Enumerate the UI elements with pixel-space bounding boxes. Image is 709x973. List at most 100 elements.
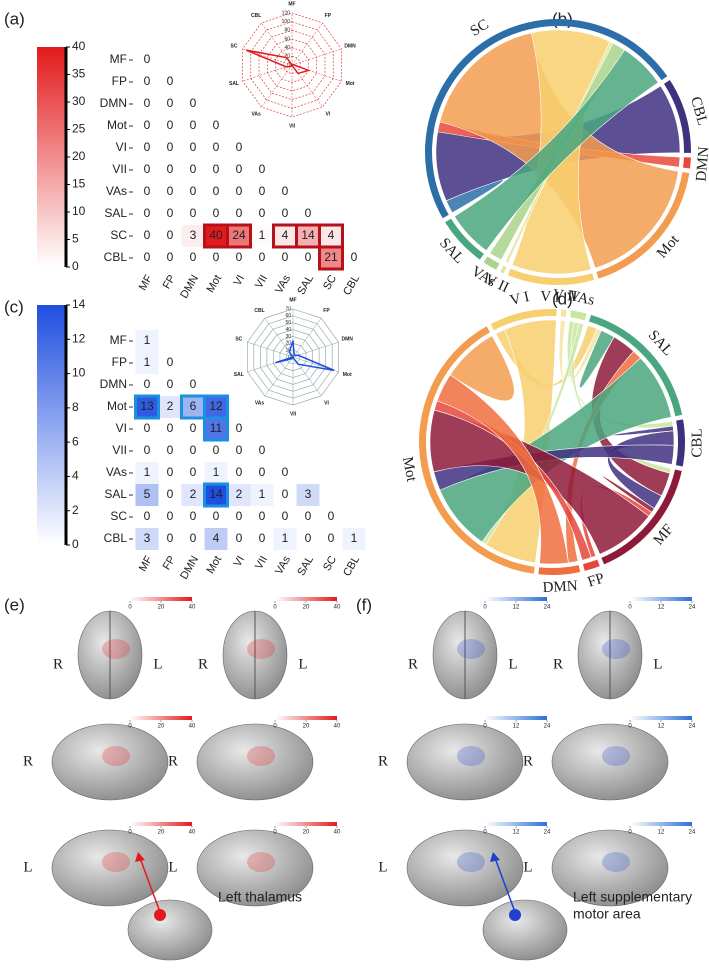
mini-colorbar-label: 0 (483, 724, 487, 730)
side-label: L (508, 656, 517, 672)
side-label: L (378, 859, 387, 875)
heat-cell (273, 225, 297, 247)
radar-tick-label: 50 (285, 320, 291, 326)
brain (406, 723, 524, 801)
mini-colorbar-label: 0 (273, 724, 277, 730)
chord-label: V II (552, 287, 578, 305)
chord-ribbon (612, 425, 674, 436)
mini-colorbar-label: 12 (658, 605, 665, 611)
cell-value: 0 (167, 118, 174, 132)
mini-colorbar (275, 716, 337, 720)
radar-axis-label: SAL (234, 372, 244, 378)
radar-tick-label: 40 (284, 45, 290, 51)
side-label: L (23, 859, 32, 875)
heat-cell (204, 225, 228, 247)
side-label: L (298, 656, 307, 672)
radar-spoke (242, 64, 293, 82)
radar-axis-label: CBL (254, 308, 264, 314)
mini-colorbar (630, 597, 692, 601)
heat-cell (342, 528, 366, 550)
colorbar-tick-label: 12 (72, 331, 86, 345)
radar-spoke (264, 356, 294, 396)
heat-cell (181, 225, 205, 247)
highlight-box (203, 416, 229, 442)
cell-value: 0 (144, 206, 151, 220)
seed-region (154, 909, 166, 921)
heat-cell (319, 247, 343, 269)
column-label: DMN (178, 554, 201, 582)
cell-value: 0 (190, 377, 197, 391)
radar-axis-label: FP (325, 13, 332, 19)
activation (602, 639, 630, 659)
heat-cell (204, 462, 228, 484)
radar-tick-label: 60 (285, 313, 291, 319)
cell-value: 1 (282, 531, 289, 545)
radar-axis-label: SAL (229, 81, 239, 87)
cell-value: 0 (236, 162, 243, 176)
cell-value: 3 (190, 228, 197, 242)
chord-label: V I (540, 289, 560, 306)
row-label: DMN (100, 377, 127, 391)
mini-colorbar-label: 40 (334, 830, 341, 836)
mini-colorbar (630, 716, 692, 720)
chord-ribbon (433, 400, 592, 561)
cell-value: 0 (282, 184, 289, 198)
chord-arc (601, 469, 682, 565)
radar-tick-label: 100 (282, 19, 291, 25)
chord-ribbon (602, 475, 655, 513)
cell-value: 0 (167, 250, 174, 264)
chord-arc (683, 157, 691, 169)
radar-axis-label: VI (324, 400, 329, 406)
cell-value: 0 (282, 465, 289, 479)
colorbar-tick-label: 35 (72, 67, 86, 81)
radar-spoke (291, 48, 342, 66)
chord-label: FP (586, 570, 607, 590)
cell-value: 14 (209, 487, 223, 501)
cell-value: 0 (213, 118, 220, 132)
cell-value: 0 (144, 96, 151, 110)
column-label: SC (321, 554, 339, 573)
arrow-head (490, 852, 500, 862)
activation (247, 746, 275, 766)
annotation-arrow (494, 857, 516, 913)
brain (51, 829, 169, 907)
chord-arc (588, 314, 683, 417)
colorbar-tick-label: 10 (72, 204, 86, 218)
annotation: motor area (573, 906, 641, 922)
cell-value: 0 (144, 162, 151, 176)
mini-colorbar (630, 822, 692, 826)
cell-value: 0 (190, 465, 197, 479)
heat-cell (181, 396, 205, 418)
mini-colorbar-label: 0 (128, 830, 132, 836)
cell-value: 0 (190, 206, 197, 220)
side-label: R (23, 753, 33, 769)
panel-label: (a) (4, 9, 25, 28)
colorbar-tick-label: 14 (72, 297, 86, 311)
mini-colorbar-label: 12 (658, 724, 665, 730)
side-label: L (523, 859, 532, 875)
row-label: DMN (100, 96, 127, 110)
column-label: VAs (273, 554, 293, 577)
radar-axis-label: DMN (344, 43, 356, 49)
colorbar (37, 305, 65, 545)
colorbar-tick-label: 6 (72, 434, 79, 448)
chord-arc (663, 80, 691, 153)
chord-ribbons (435, 29, 681, 275)
heat-cell (204, 484, 228, 506)
cell-value: 3 (305, 487, 312, 501)
mini-colorbar (485, 822, 547, 826)
cell-value: 0 (236, 140, 243, 154)
row-label: CBL (104, 250, 128, 264)
brain (406, 829, 524, 907)
column-label: VAs (273, 273, 293, 296)
cell-value: 0 (236, 443, 243, 457)
activation (247, 639, 275, 659)
annotation-arrow (139, 857, 161, 913)
mini-colorbar-label: 12 (658, 830, 665, 836)
cell-value: 0 (167, 355, 174, 369)
radar-ring (258, 30, 326, 100)
highlight-box (226, 223, 252, 249)
mini-colorbar-label: 0 (483, 605, 487, 611)
cell-value: 0 (144, 250, 151, 264)
mini-colorbar (275, 597, 337, 601)
